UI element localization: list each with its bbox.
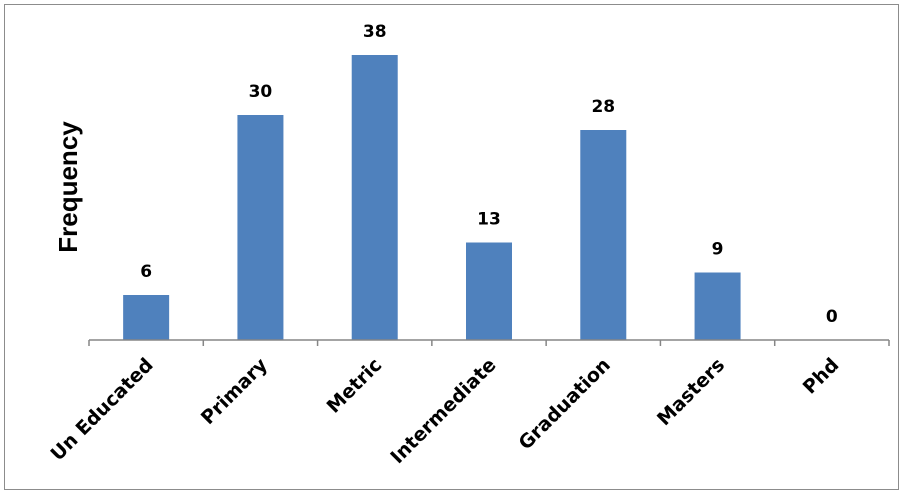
bar-graduation	[580, 130, 627, 340]
y-axis-title: Frequency	[53, 121, 83, 253]
category-label-phd: Phd	[799, 354, 844, 399]
data-labels: 6 30 38 13 28 9 0	[140, 22, 838, 327]
data-label-masters: 9	[712, 240, 724, 260]
category-label-primary: Primary	[197, 354, 273, 430]
category-label-metric: Metric	[323, 354, 387, 418]
chart-area	[4, 4, 899, 490]
x-axis-category-labels: Un Educated Primary Metric Intermediate Grad…	[46, 354, 843, 469]
data-label-metric: 38	[363, 22, 387, 42]
data-label-primary: 30	[249, 82, 273, 102]
bar-un-educated	[123, 295, 170, 340]
category-label-un-educated: Un Educated	[46, 354, 157, 465]
data-label-phd: 0	[826, 307, 838, 327]
bars	[123, 55, 741, 340]
category-label-graduation: Graduation	[514, 354, 614, 454]
x-axis-ticks	[88, 340, 890, 346]
data-label-un-educated: 6	[140, 262, 152, 282]
data-label-graduation: 28	[591, 97, 615, 117]
category-label-masters: Masters	[653, 354, 729, 430]
bar-primary	[237, 115, 284, 340]
category-label-intermediate: Intermediate	[386, 354, 500, 468]
bar-intermediate	[466, 242, 512, 340]
bar-metric	[351, 55, 398, 340]
bar-masters	[694, 272, 741, 340]
data-label-intermediate: 13	[477, 210, 501, 230]
